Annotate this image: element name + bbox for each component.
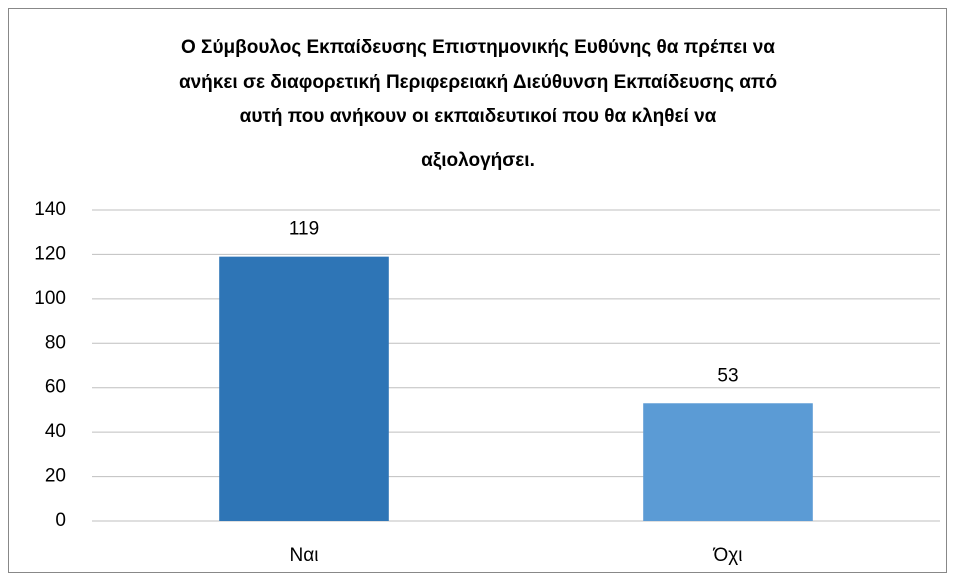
chart-title: Ο Σύμβουλος Εκπαίδευσης Επιστημονικής Ευ… (181, 37, 775, 58)
x-tick-label: Ναι (290, 545, 319, 566)
y-tick-label: 20 (45, 466, 66, 487)
bar (643, 403, 813, 521)
y-tick-label: 40 (45, 421, 66, 442)
y-tick-label: 120 (34, 243, 66, 264)
x-tick-label: Όχι (713, 545, 743, 566)
chart-title: ανήκει σε διαφορετική Περιφερειακή Διεύθ… (179, 72, 777, 93)
bar (219, 256, 389, 521)
y-tick-label: 80 (45, 332, 66, 353)
chart-title: αξιολογήσει. (421, 150, 535, 171)
data-label: 53 (717, 365, 738, 386)
y-tick-label: 60 (45, 377, 66, 398)
y-tick-label: 140 (34, 199, 66, 220)
data-label: 119 (289, 219, 319, 240)
chart-title: αυτή που ανήκουν οι εκπαιδευτικοί που θα… (240, 106, 717, 127)
y-tick-label: 0 (55, 510, 66, 531)
y-tick-label: 100 (34, 288, 66, 309)
